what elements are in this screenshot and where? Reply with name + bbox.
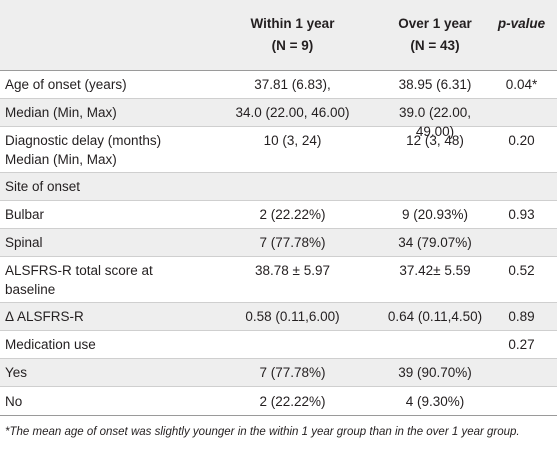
- row-label-line: Medication use: [5, 337, 96, 352]
- row-label: No: [5, 392, 210, 411]
- row-label-line: Spinal: [5, 235, 43, 250]
- table-row: Site of onset: [0, 173, 557, 201]
- row-label-line: Δ ALSFRS-R: [5, 309, 84, 324]
- table-row: Age of onset (years) 37.81 (6.83), 38.95 (…: [0, 71, 557, 99]
- table-footnote: *The mean age of onset was slightly youn…: [5, 426, 520, 438]
- row-label-line: Median (Min, Max): [5, 105, 117, 120]
- row-label: Site of onset: [5, 177, 210, 196]
- over-1-year-value: 39 (90.70%): [398, 365, 472, 380]
- header-within-title: Within 1 year: [250, 16, 335, 31]
- within-1-year-value: 34.0 (22.00, 46.00): [235, 105, 350, 120]
- row-label-line: Bulbar: [5, 207, 45, 222]
- within-1-year-value: 7 (77.78%): [259, 365, 326, 380]
- row-label-line: Yes: [5, 365, 28, 380]
- over-1-year-value: 12 (3, 48): [406, 133, 464, 148]
- row-label: Age of onset (years): [5, 75, 210, 94]
- row-label-line: Site of onset: [5, 179, 81, 194]
- row-label: Diagnostic delay (months) Median (Min, Ma…: [5, 131, 210, 169]
- row-label: Yes: [5, 363, 210, 382]
- table-row: Diagnostic delay (months) Median (Min, Ma…: [0, 127, 557, 173]
- row-label: Median (Min, Max): [5, 103, 210, 122]
- table-header: Within 1 year (N = 9) Over 1 year (N = 4…: [0, 0, 557, 71]
- over-1-year-value: 9 (20.93%): [401, 207, 469, 222]
- row-label-line: Diagnostic delay (months): [5, 133, 162, 148]
- header-within-n: (N = 9): [271, 38, 314, 53]
- within-1-year-value: 0.58 (0.11,6.00): [245, 309, 340, 324]
- header-within-1-year: Within 1 year (N = 9): [205, 13, 380, 57]
- p-value: 0.20: [508, 133, 535, 148]
- p-value: 0.89: [508, 309, 535, 324]
- over-1-year-value: 34 (79.07%): [398, 235, 472, 250]
- row-label-line: No: [5, 394, 23, 409]
- row-label: ALSFRS-R total score at baseline: [5, 261, 210, 299]
- within-1-year-value: 38.78 ± 5.97: [255, 263, 330, 278]
- header-over-n: (N = 43): [410, 38, 460, 53]
- within-1-year-value: 7 (77.78%): [259, 235, 326, 250]
- row-label: Δ ALSFRS-R: [5, 307, 210, 326]
- header-over-1-year: Over 1 year (N = 43): [380, 13, 490, 57]
- table-row: Spinal 7 (77.78%) 34 (79.07%): [0, 229, 557, 257]
- p-value: 0.27: [508, 337, 535, 352]
- row-label-line-2: Median (Min, Max): [5, 152, 117, 167]
- header-over-title: Over 1 year: [398, 16, 472, 31]
- table-row: Bulbar 2 (22.22%) 9 (20.93%) 0.93: [0, 201, 557, 229]
- p-value: 0.93: [508, 207, 535, 222]
- table-row: Medication use 0.27: [0, 331, 557, 359]
- over-1-year-value: 0.64 (0.11,4.50): [387, 309, 483, 324]
- within-1-year-value: 37.81 (6.83),: [254, 77, 331, 92]
- table-row: Median (Min, Max) 34.0 (22.00, 46.00) 39.0…: [0, 99, 557, 139]
- header-p-value: p-value: [497, 16, 546, 31]
- table-row: Yes 7 (77.78%) 39 (90.70%): [0, 359, 557, 387]
- within-1-year-value: 2 (22.22%): [259, 394, 326, 409]
- row-label: Spinal: [5, 233, 210, 252]
- within-1-year-value: 2 (22.22%): [259, 207, 326, 222]
- p-value: 0.04*: [505, 77, 538, 92]
- p-value: 0.52: [508, 263, 535, 278]
- over-1-year-value: 4 (9.30%): [405, 394, 465, 409]
- over-1-year-value: 39.0 (22.00, 49.00): [398, 105, 472, 139]
- row-label: Medication use: [5, 335, 210, 354]
- table-row: Δ ALSFRS-R 0.58 (0.11,6.00) 0.64 (0.11,4.5…: [0, 303, 557, 331]
- row-label-line-2: baseline: [5, 282, 56, 297]
- over-1-year-value: 38.95 (6.31): [398, 77, 472, 92]
- over-1-year-value: 37.42± 5.59: [399, 263, 471, 278]
- table-row: No 2 (22.22%) 4 (9.30%): [0, 387, 557, 416]
- row-label-line: Age of onset (years): [5, 77, 127, 92]
- row-label-line: ALSFRS-R total score at: [5, 263, 153, 278]
- within-1-year-value: 10 (3, 24): [263, 133, 322, 148]
- row-label: Bulbar: [5, 205, 210, 224]
- table-row: ALSFRS-R total score at baseline 38.78 ± 5…: [0, 257, 557, 303]
